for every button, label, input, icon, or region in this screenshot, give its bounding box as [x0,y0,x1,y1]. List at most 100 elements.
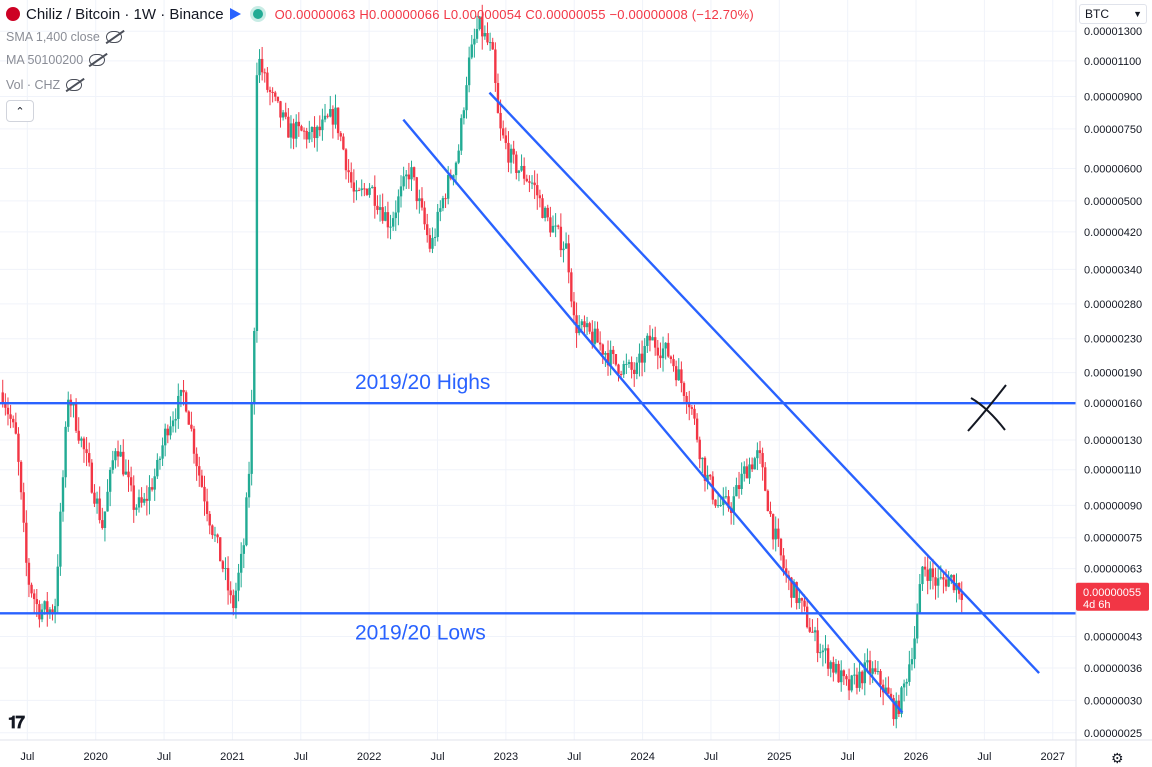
eye-off-icon[interactable] [89,54,106,66]
tradingview-logo-icon[interactable]: 𝟏𝟕 [8,713,25,732]
candle-body [766,490,770,512]
candle-body [554,225,557,227]
y-tick-label: 0.00000036 [1084,663,1142,675]
y-tick-label: 0.00000075 [1084,533,1142,545]
indicator-volume[interactable]: Vol · CHZ [6,78,83,92]
candle-body [260,58,264,73]
current-price-tag[interactable] [1076,582,1149,611]
candle-body [253,331,256,403]
candle-body [821,650,825,653]
eye-off-icon[interactable] [105,31,122,43]
annotation-label: 2019/20 Lows [355,621,486,644]
candle-body [237,572,240,591]
y-tick-label: 0.00000600 [1084,164,1142,176]
candle-body [166,428,170,436]
candle-body [431,238,434,249]
candle-body [363,188,366,190]
candle-body [242,545,245,554]
candle-body [370,186,374,188]
candle-body [32,593,36,600]
candle-body [478,16,481,30]
candle-body [635,362,639,374]
collapse-indicators-button[interactable]: ⌃ [6,100,34,122]
candle-body [656,347,660,356]
candle-body [302,130,306,132]
candle-body [67,399,70,427]
candle-body [562,248,565,251]
candle-body [551,225,555,233]
indicator-ma[interactable]: MA 50100200 [6,53,106,67]
candle-body [255,75,259,332]
y-tick-label: 0.00000063 [1084,564,1142,576]
flag-icon[interactable] [229,8,241,20]
candle-body [250,402,253,474]
candle-body [263,72,266,74]
annotation-label: 2019/20 Highs [355,371,490,394]
candle-body [135,507,138,510]
candle-body [567,243,570,273]
candle-body [59,511,62,567]
x-tick-label: 2025 [767,751,791,763]
trend-line-channel-lower[interactable] [402,118,904,714]
indicator-sma[interactable]: SMA 1,400 close [6,30,122,44]
eye-off-icon[interactable] [66,79,83,91]
candle-body [735,485,738,497]
price-axis[interactable]: 0.00000025 0.00000030 0.00000036 0.00000043… [1075,0,1152,767]
candle-body [583,321,586,328]
candle-body [405,174,408,177]
currency-selector[interactable]: BTC ▼ [1079,4,1147,24]
candle-body [74,403,78,431]
candle-body [465,85,468,111]
candle-body [119,451,122,457]
candle-body [813,630,817,633]
x-tick-label: Jul [294,751,308,763]
candle-body [840,670,843,683]
candle-body [101,520,104,528]
candle-body [483,33,487,37]
y-tick-label: 0.00000130 [1084,435,1142,447]
settings-icon[interactable]: ⚙ [1111,750,1124,766]
candle-body [824,648,827,651]
candle-body [169,426,172,436]
candle-body [486,33,489,43]
candle-body [402,176,405,187]
symbol-title[interactable]: Chiliz / Bitcoin · 1W · Binance [26,5,224,23]
trend-lines[interactable]: 2019/20 Highs 2019/20 Lows [0,91,1076,714]
candle-body [853,674,856,676]
candle-body [80,438,83,441]
candle-body [386,212,390,228]
candle-body [163,428,167,446]
time-axis[interactable]: Jul 2020 Jul 2021 Jul 2022 Jul 2023 Jul 2024 Jul 20… [0,739,1152,763]
candle-body [653,337,657,348]
candle-body [350,172,353,183]
y-tick-label: 0.00000420 [1084,227,1142,239]
candle-body [310,127,314,133]
candle-body [719,504,722,506]
candle-body [646,335,649,346]
chart-grid [0,0,1076,740]
candle-body [601,344,604,355]
candle-body [454,162,458,176]
candle-body [177,395,180,419]
y-tick-label: 0.00001300 [1084,26,1142,38]
candle-body [153,476,156,490]
candle-body [38,604,41,620]
candle-body [108,469,112,492]
candle-body [834,663,838,673]
candle-body [72,403,75,406]
candle-body [360,188,363,191]
candle-body [743,466,746,474]
trend-line-channel-upper[interactable] [488,91,1040,674]
candle-body [140,497,143,503]
candle-body [208,513,211,526]
candle-body [268,89,272,92]
candle-body [171,420,175,427]
x-tick-label: Jul [567,751,581,763]
candle-body [342,136,345,150]
candle-body [368,187,371,195]
candle-body [457,150,460,163]
candle-body [106,491,109,512]
candle-body [619,373,623,375]
x-tick-label: 2026 [904,751,928,763]
